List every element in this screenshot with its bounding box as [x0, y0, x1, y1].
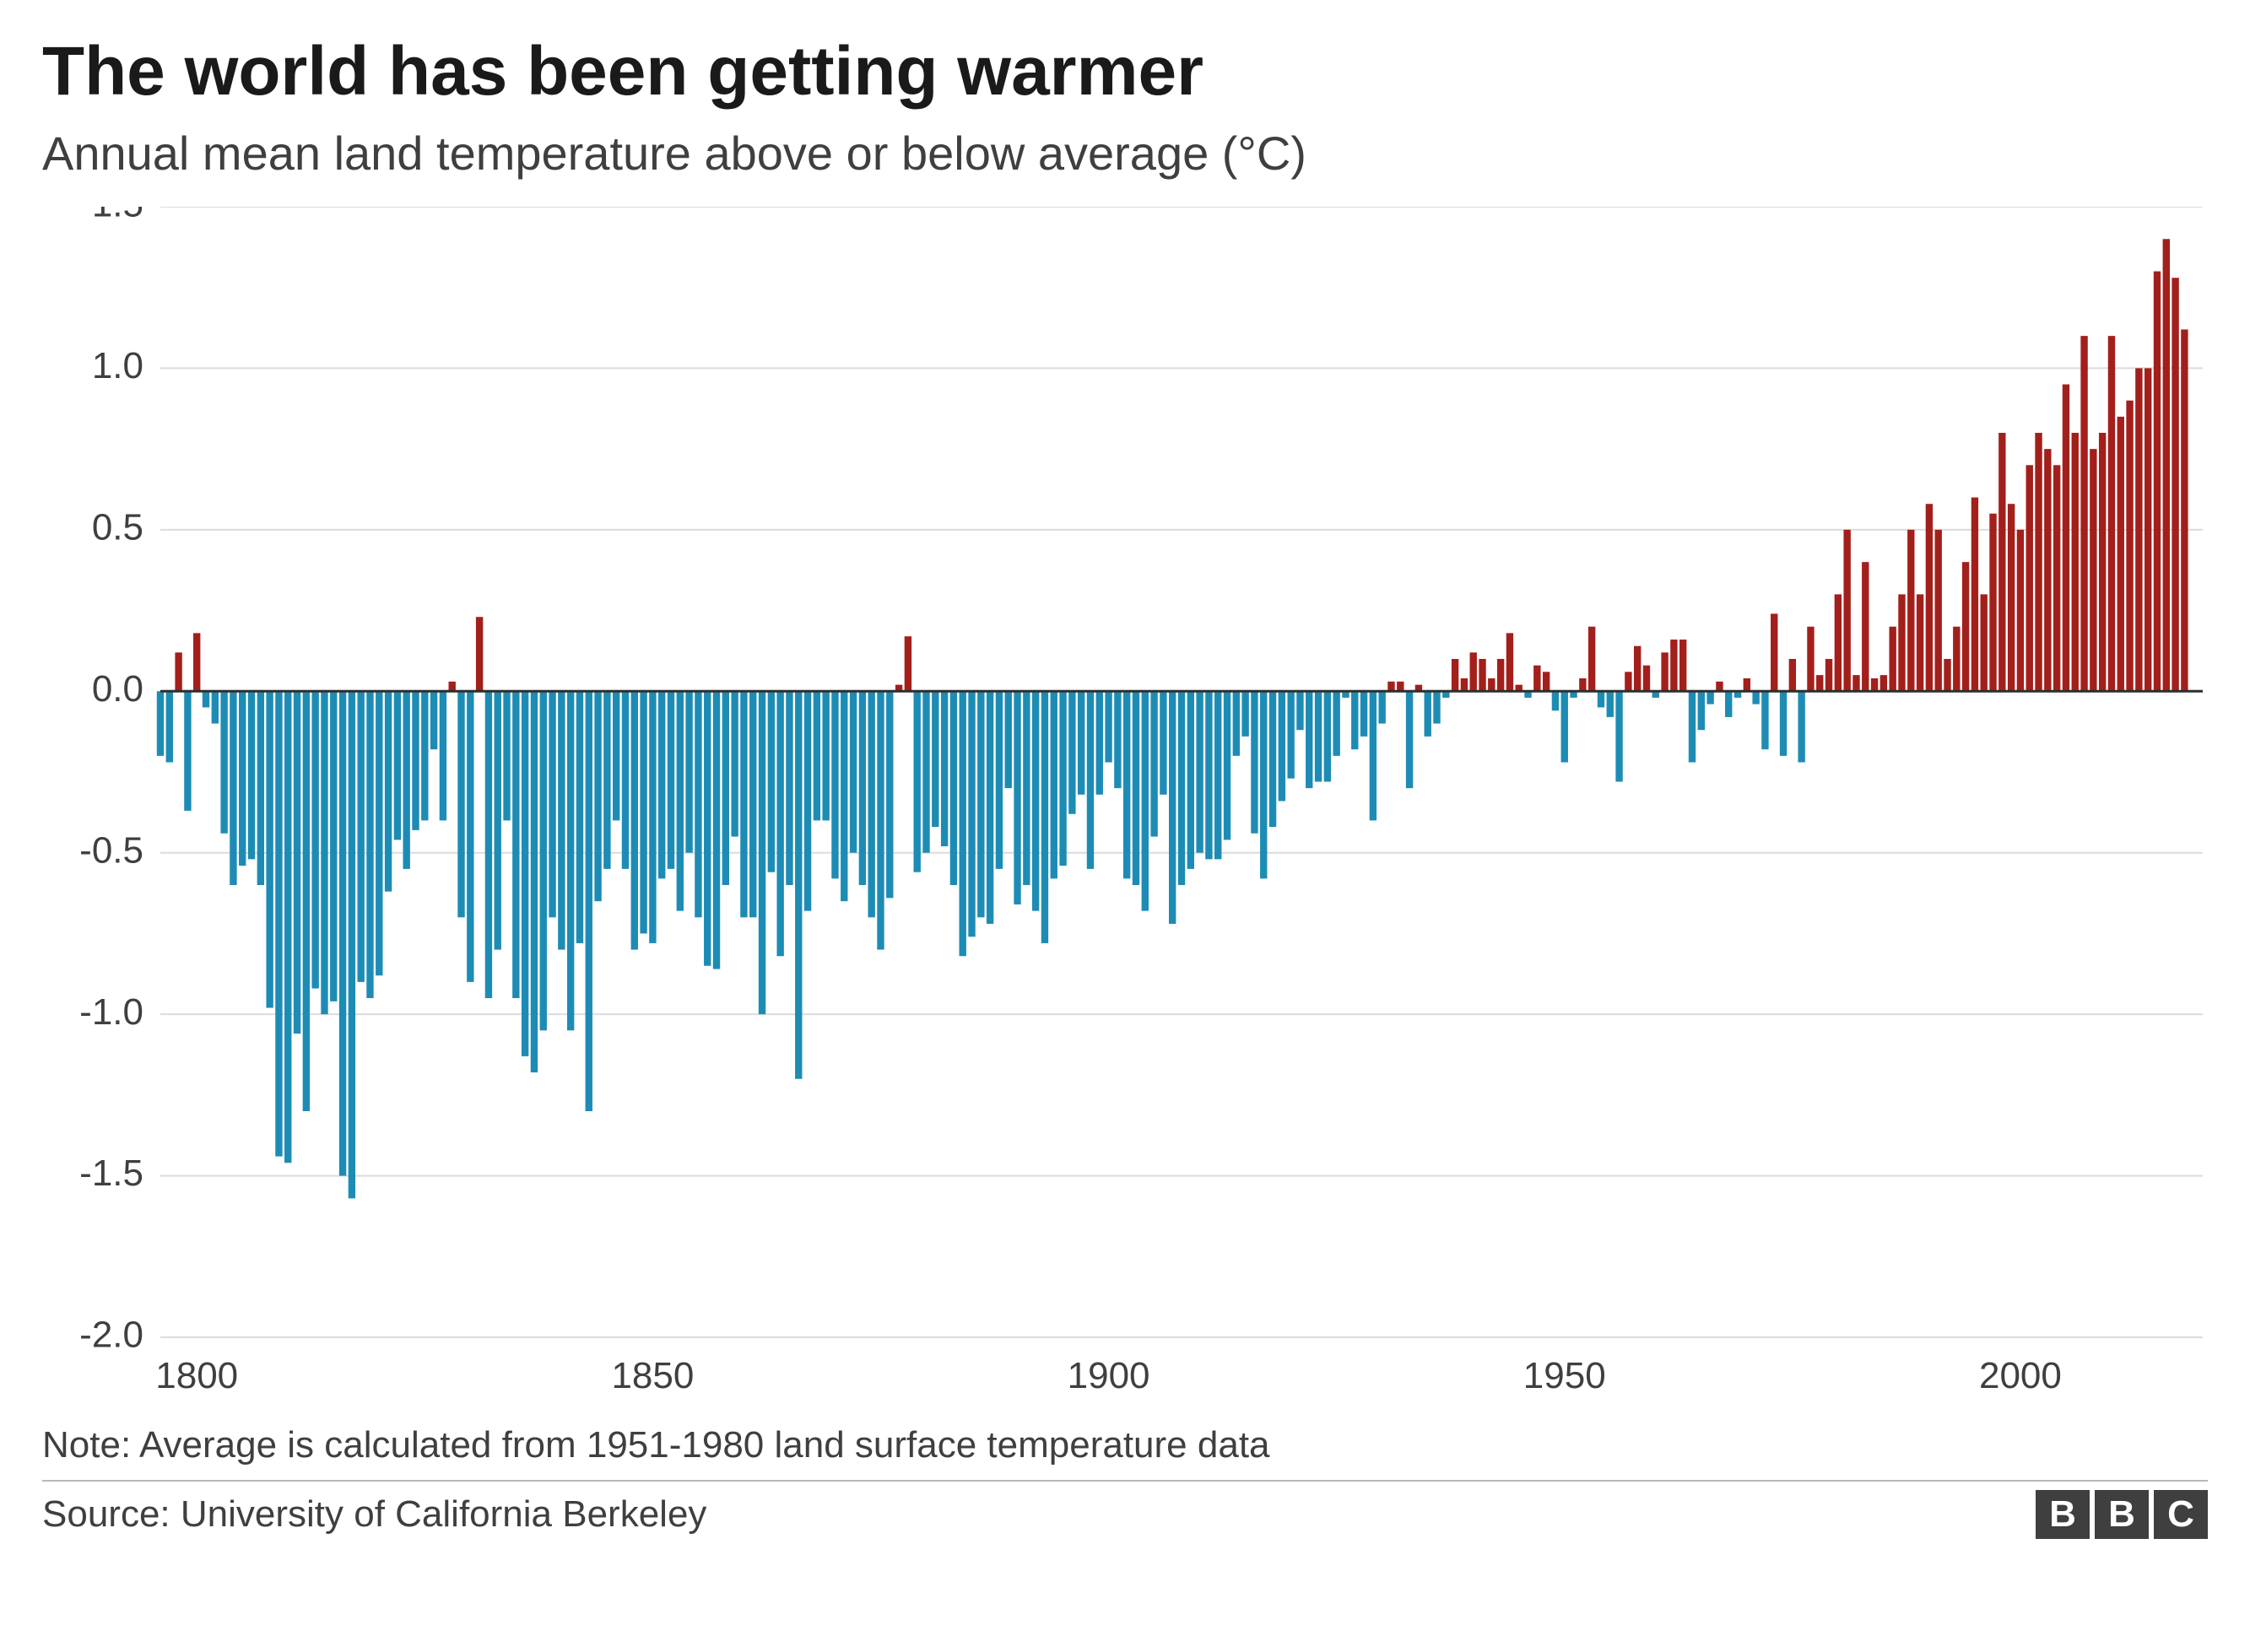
chart-subtitle: Annual mean land temperature above or be… [42, 125, 2208, 181]
bbc-logo: B B C [2036, 1490, 2208, 1539]
chart-title: The world has been getting warmer [42, 34, 2208, 110]
chart-card: The world has been getting warmer Annual… [0, 0, 2250, 1652]
bar-chart-svg: -2.0 -1.5 -1.0 -0.5 0.0 0.5 1.0 1.5 1800 1850 1900… [42, 207, 2203, 1405]
bbc-logo-b1: B [2036, 1490, 2090, 1539]
svg-text:-2.0: -2.0 [79, 1315, 143, 1356]
svg-text:1950: 1950 [1523, 1355, 1606, 1396]
svg-text:1900: 1900 [1068, 1355, 1150, 1396]
chart-note: Note: Average is calculated from 1951-19… [42, 1424, 2208, 1466]
svg-text:-1.0: -1.0 [79, 991, 143, 1033]
svg-text:1800: 1800 [155, 1355, 238, 1396]
svg-text:0.0: 0.0 [92, 668, 143, 710]
chart-footer: Source: University of California Berkele… [42, 1490, 2208, 1539]
svg-text:2000: 2000 [1979, 1355, 2062, 1396]
chart-source: Source: University of California Berkele… [42, 1493, 706, 1536]
svg-text:-1.5: -1.5 [79, 1153, 143, 1195]
chart-plot: -2.0 -1.5 -1.0 -0.5 0.0 0.5 1.0 1.5 1800 1850 1900… [42, 207, 2208, 1409]
svg-text:-0.5: -0.5 [79, 830, 143, 872]
svg-text:1.0: 1.0 [92, 345, 143, 386]
footer-divider [42, 1480, 2208, 1482]
bbc-logo-c: C [2154, 1490, 2208, 1539]
svg-text:1850: 1850 [611, 1355, 694, 1396]
bbc-logo-b2: B [2095, 1490, 2149, 1539]
svg-text:1.5: 1.5 [92, 207, 143, 225]
svg-text:0.5: 0.5 [92, 507, 143, 548]
